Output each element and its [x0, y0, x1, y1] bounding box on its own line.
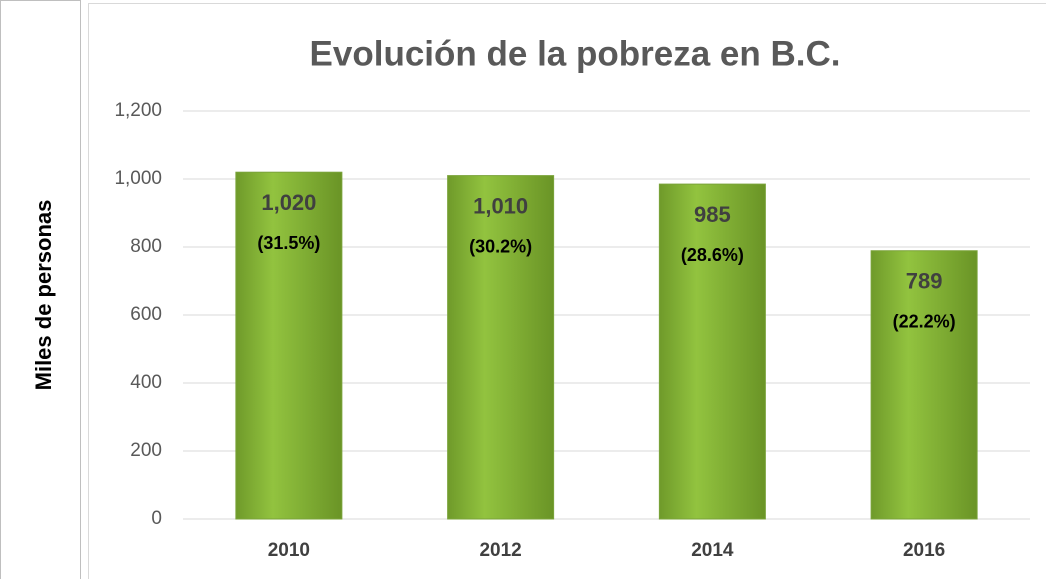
side-panel: [0, 0, 81, 579]
chart-title: Evolución de la pobreza en B.C.: [310, 34, 841, 73]
value-label: 789: [906, 269, 943, 294]
y-axis-label: Miles de personas: [31, 200, 56, 391]
x-tick-label: 2014: [691, 540, 734, 561]
value-label: 1,010: [473, 193, 528, 218]
x-tick-label: 2016: [903, 540, 945, 561]
share-label: (28.6%): [681, 245, 744, 265]
value-label: 1,020: [261, 190, 316, 215]
share-label: (31.5%): [257, 233, 320, 253]
y-tick-label: 0: [151, 508, 162, 529]
share-label: (30.2%): [469, 236, 532, 256]
y-tick-label: 400: [130, 372, 162, 393]
x-tick-label: 2010: [268, 540, 310, 561]
bar: [235, 171, 343, 520]
bar: [658, 183, 766, 520]
value-label: 985: [694, 202, 731, 227]
share-label: (22.2%): [893, 311, 956, 331]
y-tick-label: 200: [130, 440, 162, 461]
y-tick-label: 1,000: [114, 168, 162, 189]
x-tick-label: 2012: [479, 540, 521, 561]
y-tick-label: 600: [130, 304, 162, 325]
y-tick-label: 800: [130, 236, 162, 257]
bar: [870, 250, 978, 520]
bar: [447, 175, 555, 520]
y-tick-label: 1,200: [114, 100, 162, 121]
